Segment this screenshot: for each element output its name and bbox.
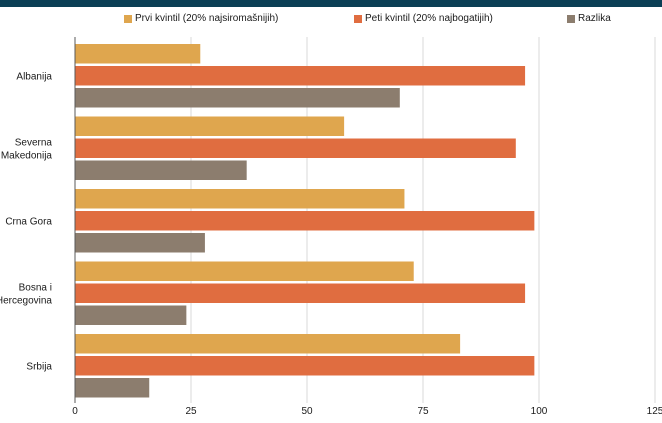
header-band	[0, 0, 662, 7]
legend-label-peti-kvintil: Peti kvintil (20% najbogatijih)	[365, 13, 493, 24]
x-tick-label-0: 0	[72, 406, 78, 417]
bar-2-1	[75, 66, 526, 86]
category-label-5: Srbija	[26, 361, 52, 372]
category-label-3: Crna Gora	[5, 216, 52, 227]
legend-swatch-razlika	[567, 14, 575, 23]
legend-item-prvi-kvintil: Prvi kvintil (20% najsiromašnijih)	[124, 13, 278, 24]
bar-2-4	[75, 283, 526, 303]
bar-2-3	[75, 211, 535, 231]
legend-item-peti-kvintil: Peti kvintil (20% najbogatijih)	[354, 13, 493, 24]
bar-3-1	[75, 88, 400, 108]
x-tick-label-100: 100	[531, 406, 548, 417]
chart-legend: Prvi kvintil (20% najsiromašnijih) Peti …	[0, 13, 662, 29]
legend-label-razlika: Razlika	[578, 13, 611, 24]
bar-1-3	[75, 189, 405, 209]
bar-1-4	[75, 261, 414, 281]
category-label-1: Albanija	[16, 71, 52, 82]
bar-2-2	[75, 138, 516, 158]
bar-3-3	[75, 233, 205, 253]
x-tick-label-125: 125	[647, 406, 662, 417]
x-tick-label-25: 25	[185, 406, 197, 417]
legend-item-razlika: Razlika	[567, 13, 611, 24]
bar-1-1	[75, 44, 201, 64]
bar-3-2	[75, 160, 247, 180]
category-label-2: Severna Makedonija	[1, 137, 53, 161]
legend-swatch-prvi-kvintil	[124, 14, 132, 23]
x-tick-label-50: 50	[301, 406, 313, 417]
bar-3-4	[75, 305, 187, 325]
legend-label-prvi-kvintil: Prvi kvintil (20% najsiromašnijih)	[135, 13, 279, 24]
legend-swatch-peti-kvintil	[354, 14, 362, 23]
category-label-4: Bosna i Hercegovina	[0, 282, 52, 306]
bar-2-5	[75, 356, 535, 376]
x-tick-label-75: 75	[417, 406, 429, 417]
bar-1-2	[75, 116, 345, 136]
bar-3-5	[75, 378, 150, 398]
bar-1-5	[75, 334, 461, 354]
